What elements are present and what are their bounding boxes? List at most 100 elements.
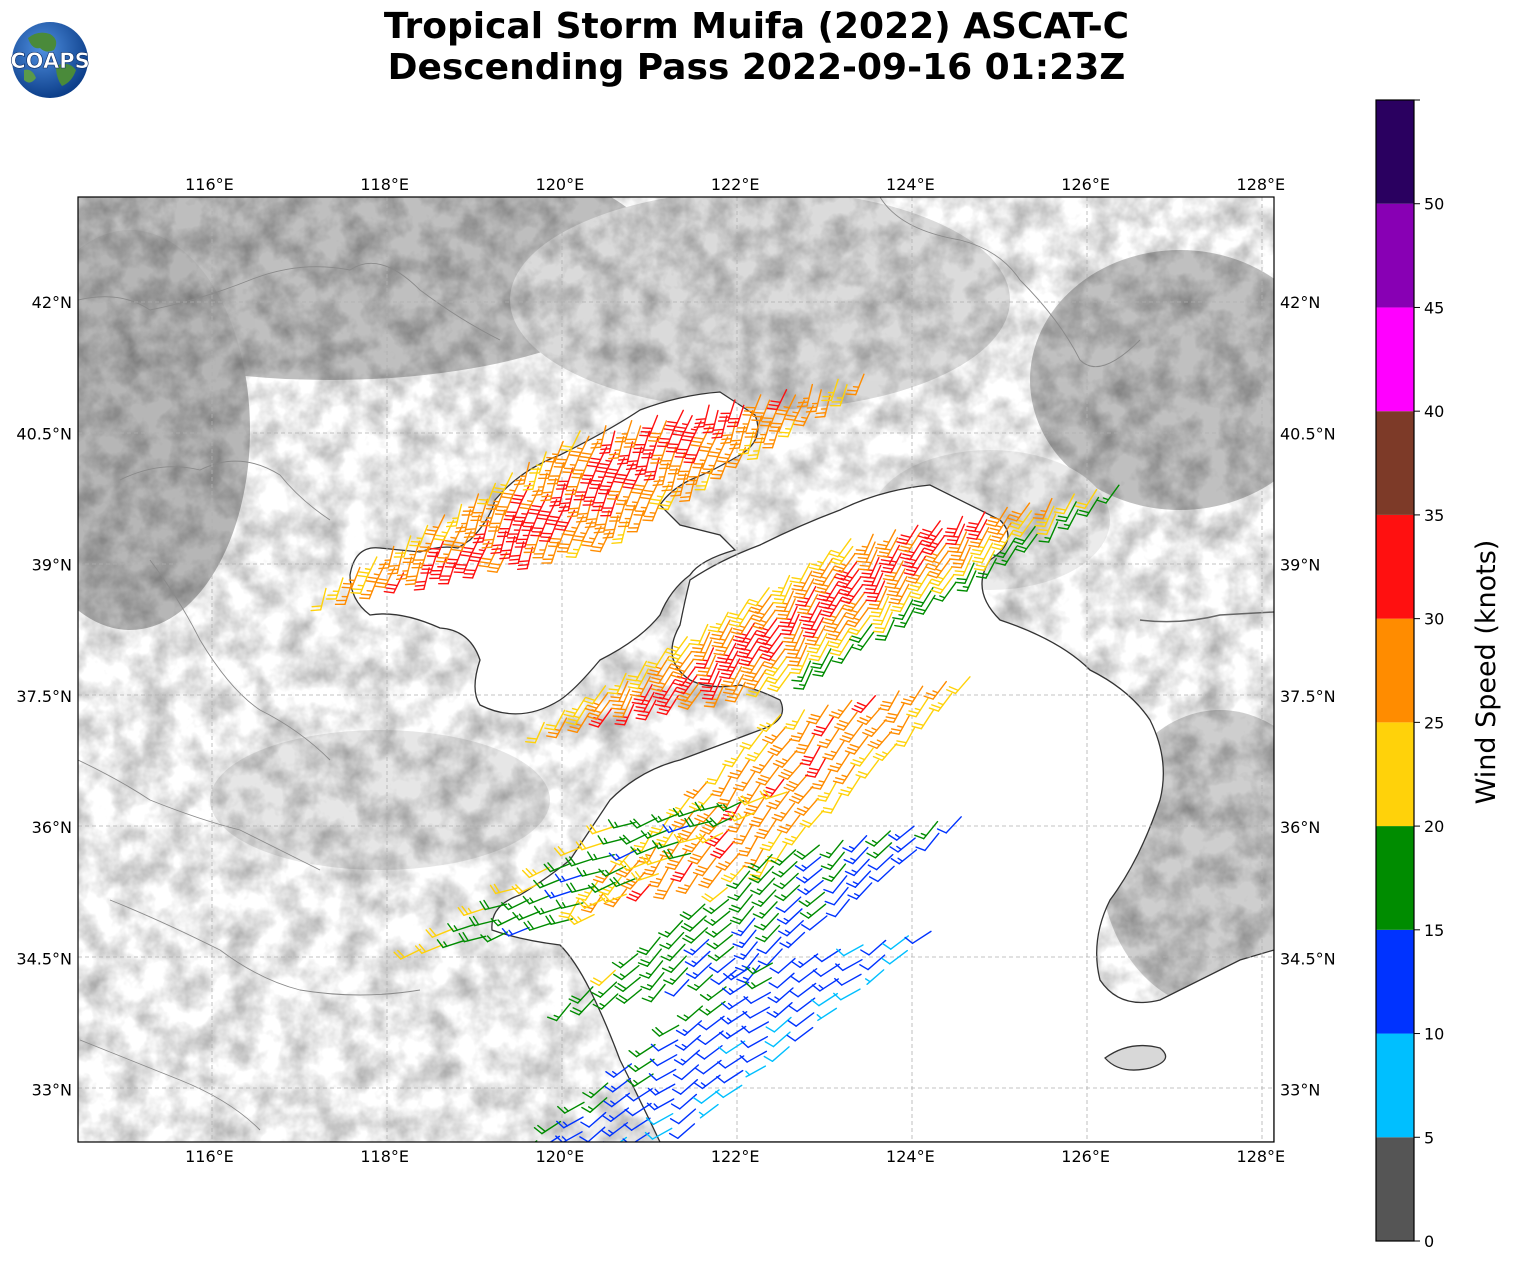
wind-barb: [468, 915, 497, 927]
wind-barb: [587, 881, 616, 893]
wind-barb: [1074, 488, 1098, 510]
wind-barb: [823, 875, 848, 894]
wind-barb: [754, 819, 777, 840]
wind-barb: [651, 840, 680, 850]
wind-barb: [647, 420, 668, 442]
wind-barb: [501, 477, 522, 499]
wind-barb: [765, 664, 789, 685]
wind-barb: [588, 708, 612, 728]
wind-barb: [946, 676, 971, 695]
wind-barb: [890, 849, 918, 865]
wind-barb: [644, 1127, 673, 1140]
wind-barb: [433, 519, 455, 541]
colorbar-bin: [1376, 826, 1414, 930]
wind-barb: [728, 894, 753, 913]
wind-barb: [631, 871, 660, 882]
wind-barb: [757, 948, 783, 966]
wind-barb: [773, 872, 799, 890]
wind-barb: [457, 905, 486, 917]
wind-barb: [672, 415, 693, 437]
wind-barb: [545, 504, 567, 526]
wind-barb: [631, 473, 652, 495]
wind-barb: [770, 849, 797, 866]
wind-barb: [325, 577, 344, 600]
wind-barb: [675, 682, 700, 702]
wind-barb: [544, 709, 566, 731]
wind-barb: [706, 934, 733, 950]
wind-barb: [830, 384, 848, 407]
wind-barb: [806, 704, 829, 725]
wind-barb: [545, 914, 574, 926]
wind-barb: [669, 1108, 697, 1125]
wind-barb: [651, 1024, 680, 1037]
lat-tick-label: 42°N: [32, 293, 72, 312]
wind-barb: [710, 776, 732, 797]
wind-barb: [864, 969, 885, 985]
wind-barb: [470, 498, 488, 522]
wind-barb: [595, 451, 617, 473]
wind-barb: [774, 590, 794, 612]
wind-barb: [538, 456, 556, 480]
wind-barb: [717, 399, 736, 422]
wind-barb: [553, 846, 582, 857]
lon-tick-label: 116°E: [185, 175, 234, 194]
wind-barb: [395, 556, 413, 580]
lon-tick-label: 126°E: [1061, 1147, 1110, 1166]
wind-barb: [501, 899, 529, 911]
wind-barb: [723, 966, 751, 981]
colorbar-tick-label: 35: [1424, 506, 1444, 525]
wind-barb: [672, 807, 701, 817]
wind-barb: [833, 988, 861, 1001]
wind-barb: [766, 1002, 793, 1018]
wind-barb: [783, 709, 806, 730]
colorbar-label: Wind Speed (knots): [1471, 540, 1502, 805]
wind-barb: [733, 941, 758, 960]
wind-barb: [541, 541, 559, 564]
wind-barb: [763, 657, 787, 677]
wind-barb: [668, 1123, 696, 1139]
wind-barb: [413, 567, 430, 591]
wind-barb: [724, 681, 746, 703]
wind-barb: [827, 752, 851, 773]
wind-barb: [972, 542, 994, 564]
wind-barb: [811, 716, 835, 737]
wind-barb: [555, 467, 574, 490]
wind-barb: [673, 832, 702, 844]
lon-tick-label: 126°E: [1061, 175, 1110, 194]
wind-barb: [411, 545, 430, 569]
wind-barb: [1038, 521, 1059, 543]
wind-barb: [768, 972, 795, 989]
wind-barb: [751, 399, 771, 422]
wind-barb: [675, 1020, 702, 1036]
wind-barb: [575, 840, 604, 851]
wind-barb: [582, 483, 601, 506]
wind-barb: [785, 637, 806, 659]
wind-barb: [528, 493, 549, 515]
wind-barb: [789, 652, 810, 675]
wind-barb: [808, 640, 830, 662]
wind-barb: [598, 865, 627, 877]
wind-barb: [671, 1079, 699, 1095]
lon-tick-label: 122°E: [711, 175, 760, 194]
wind-barb: [623, 1117, 651, 1131]
wind-barb: [488, 1160, 513, 1174]
wind-barb: [878, 544, 900, 566]
lat-tick-label: 39°N: [1280, 556, 1320, 575]
wind-barb: [660, 943, 686, 962]
wind-barb: [759, 641, 784, 661]
wind-barb: [750, 877, 776, 896]
wind-barb: [586, 824, 615, 835]
wind-barb: [821, 378, 839, 402]
wind-barb: [727, 759, 751, 780]
wind-barb: [592, 993, 619, 1010]
wind-barb: [825, 898, 850, 918]
wind-barb: [365, 561, 387, 583]
wind-barb: [722, 673, 745, 695]
wind-barb: [915, 832, 940, 852]
wind-barb: [867, 588, 888, 610]
wind-barb: [815, 781, 838, 802]
wind-barb: [771, 861, 798, 878]
wind-barb: [698, 869, 722, 889]
wind-barb: [565, 856, 594, 867]
wind-barb: [429, 556, 447, 580]
